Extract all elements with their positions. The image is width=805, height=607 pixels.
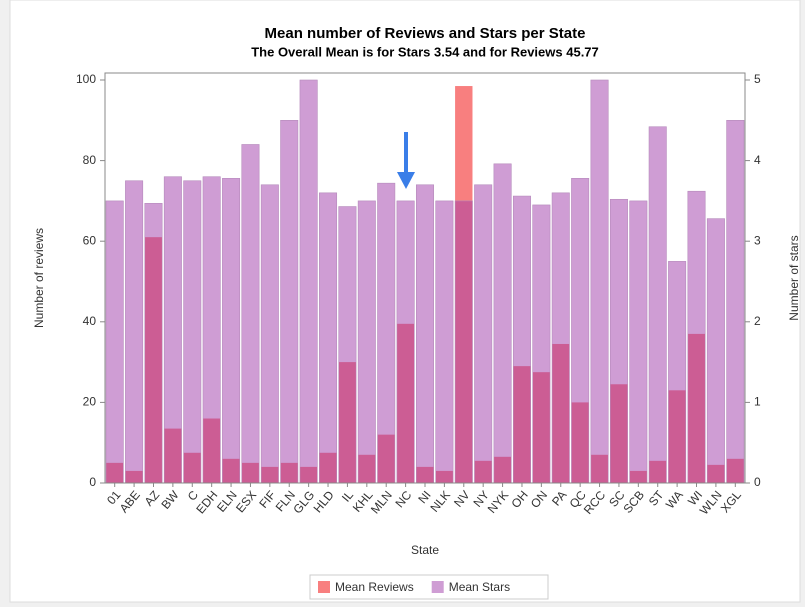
bar (222, 178, 241, 484)
bar (377, 182, 396, 484)
y-axis-label: Number of reviews (32, 228, 46, 328)
legend-box (309, 574, 549, 600)
bar (396, 200, 415, 484)
y2-axis-label: Number of stars (787, 235, 801, 320)
y2-tick-label: 2 (754, 314, 761, 328)
bar (648, 126, 667, 484)
bar (474, 184, 493, 484)
y-tick-label: 20 (83, 395, 97, 409)
bar (125, 180, 144, 484)
y2-tick-label: 5 (754, 72, 761, 86)
bar (629, 200, 648, 484)
bar (551, 192, 570, 484)
bar (144, 203, 163, 484)
bar (338, 206, 357, 484)
bar (687, 190, 706, 484)
y2-tick-label: 3 (754, 233, 761, 247)
bar (726, 120, 745, 484)
chart-title: Mean number of Reviews and Stars per Sta… (265, 25, 586, 42)
bar (319, 192, 338, 484)
bar (454, 200, 473, 484)
bar (571, 178, 590, 484)
bar (512, 195, 531, 484)
bar (105, 200, 124, 484)
arrow (397, 132, 415, 189)
bar (357, 200, 376, 484)
y2-tick-label: 1 (754, 395, 761, 409)
chart-subtitle: The Overall Mean is for Stars 3.54 and f… (251, 44, 599, 59)
bar (493, 163, 512, 484)
bar (706, 218, 725, 484)
y-tick-label: 80 (83, 153, 97, 167)
bar (163, 176, 182, 484)
bar (202, 176, 221, 484)
legend-label: Mean Stars (449, 580, 510, 594)
bar (532, 204, 551, 484)
arrow-head (397, 172, 415, 189)
bar (668, 261, 687, 484)
legend-swatch (431, 581, 444, 593)
bar (241, 144, 260, 484)
x-axis-label: State (411, 543, 439, 557)
bar (260, 184, 279, 484)
y-tick-label: 60 (83, 233, 97, 247)
bar (590, 79, 609, 484)
bar (416, 184, 434, 484)
bar (609, 198, 628, 484)
y-tick-label: 0 (89, 475, 96, 489)
bar (183, 180, 202, 484)
y-tick-label: 100 (76, 72, 96, 86)
y-tick-label: 40 (83, 314, 97, 328)
legend-swatch (318, 581, 330, 593)
bar (299, 79, 318, 484)
bar (435, 200, 454, 484)
y2-tick-label: 4 (754, 153, 761, 167)
y2-tick-label: 0 (754, 475, 761, 489)
legend-label: Mean Reviews (335, 580, 414, 594)
bars (105, 79, 745, 484)
bar (280, 120, 299, 484)
